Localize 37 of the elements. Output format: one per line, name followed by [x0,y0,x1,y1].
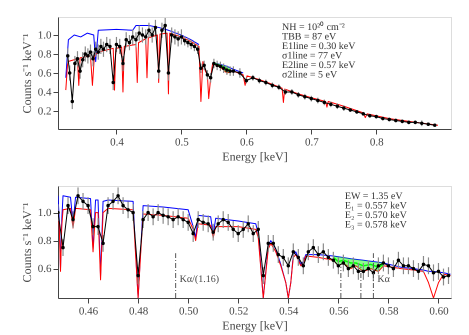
y-axis-title: Counts s⁻¹ keV⁻¹ [20,33,34,114]
annotation: E2line = 0.57 keV [282,60,356,71]
x-axis-title: Energy [keV] [222,318,288,332]
y-tick-label: 0.4 [38,86,52,98]
x-tick-label: 0.4 [110,136,124,148]
y-tick-label: 0.8 [38,235,52,248]
x-tick-label: 0.8 [370,136,384,148]
y-tick-label: 0.6 [38,68,52,80]
annotation: E₂ = 0.570 keV [344,210,408,221]
x-tick-label: 0.52 [229,306,248,318]
y-tick-label: 0.2 [38,105,52,118]
y-tick-label: 1.0 [38,30,52,42]
x-tick-label: 0.56 [329,306,349,318]
y-tick-label: 0.6 [38,263,52,276]
annotation: E₁ = 0.557 keV [344,200,408,212]
y-tick-label: 0.8 [38,48,52,61]
x-tick-label: 0.5 [175,136,190,148]
x-tick-label: 0.48 [128,306,149,318]
annotation: σ1line = 77 eV [282,50,343,62]
annotation: E₃ = 0.578 keV [344,220,408,230]
annotation: EW = 1.35 eV [344,191,404,202]
y-tick-label: 1.0 [38,207,52,220]
x-tick-label: 0.6 [240,136,254,148]
ref-line-label: Kα/(1.16) [180,274,220,285]
annotation: NH = 10²⁰ cm⁻² [282,21,345,33]
x-tick-label: 0.7 [304,136,320,148]
x-tick-label: 0.50 [179,306,199,318]
x-tick-label: 0.58 [379,306,400,318]
x-axis-title: Energy [keV] [222,150,288,164]
ref-line-label: Kα [377,274,391,285]
x-tick-label: 0.46 [78,306,99,318]
annotation: TBB = 87 eV [282,32,338,42]
x-tick-label: 0.54 [279,306,299,318]
x-tick-label: 0.60 [429,306,450,318]
y-axis-title: Counts s⁻¹ keV⁻¹ [20,202,34,282]
annotation: E1line = 0.30 keV [282,41,356,52]
annotation: σ2line = 5 eV [282,70,338,80]
